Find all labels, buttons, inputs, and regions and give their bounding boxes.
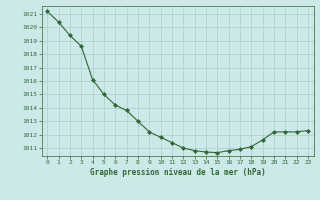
X-axis label: Graphe pression niveau de la mer (hPa): Graphe pression niveau de la mer (hPa) [90, 168, 266, 177]
